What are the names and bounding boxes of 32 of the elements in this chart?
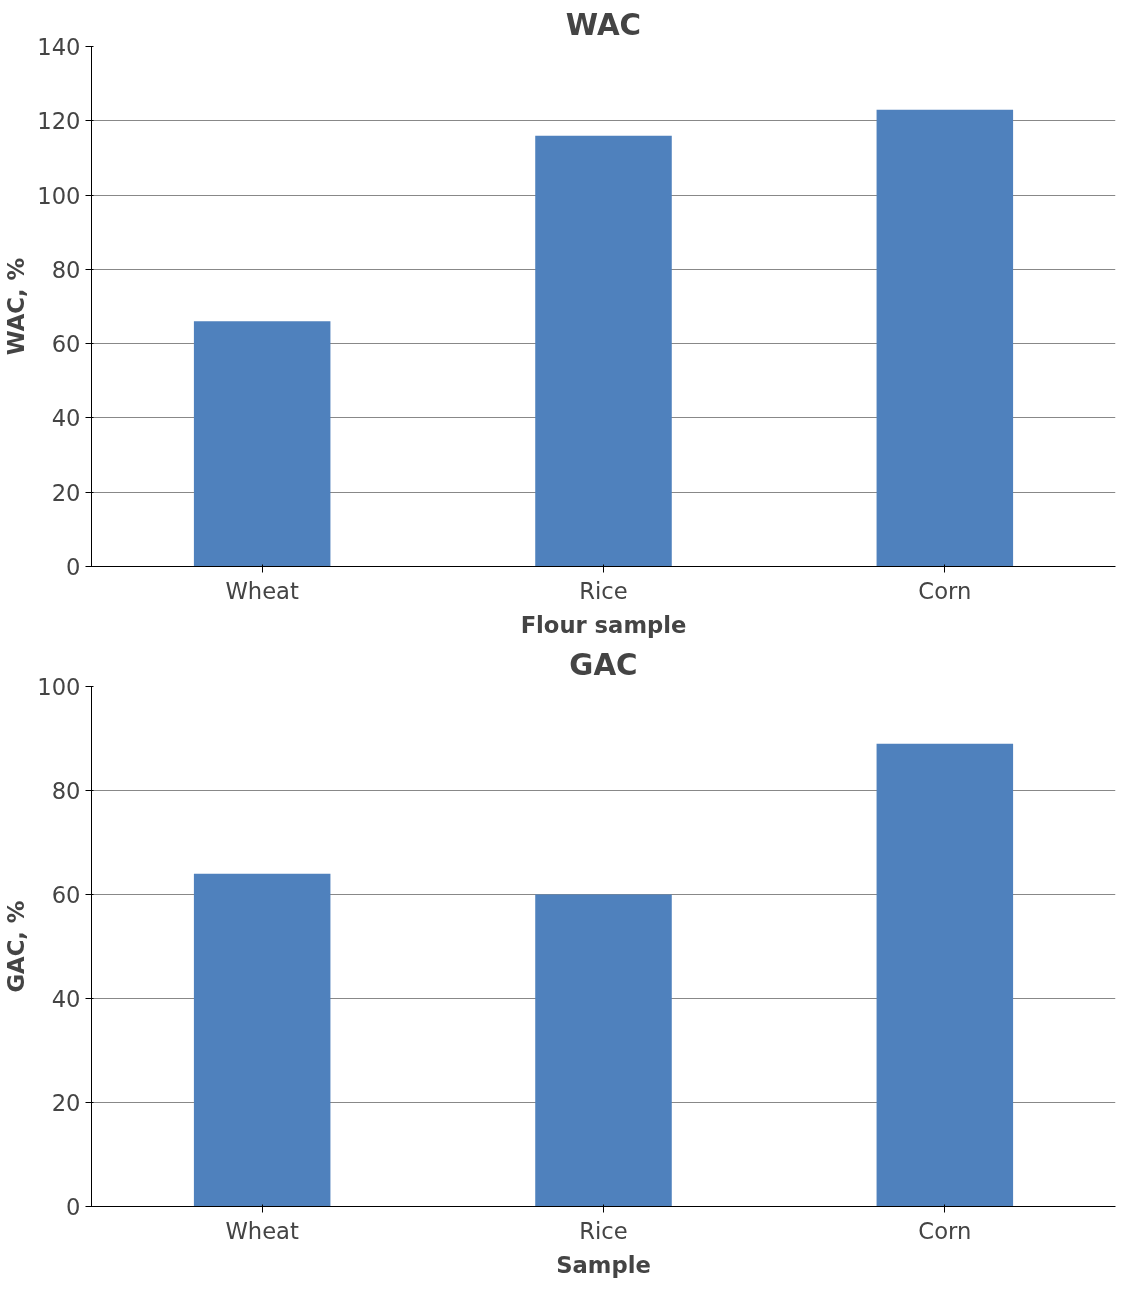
bar [876,109,1014,567]
y-tick-label: 40 [51,405,81,432]
bar [535,894,672,1207]
y-tick-label: 100 [37,182,81,209]
x-tick-label: Corn [918,577,972,604]
y-tick-label: 20 [51,1090,81,1116]
x-tick-label: Corn [918,1217,972,1244]
x-tick-label: Rice [579,1217,628,1244]
y-tick-label: 0 [66,554,81,580]
y-tick-label: 0 [66,1194,81,1220]
y-tick-label: 40 [51,986,81,1012]
bar [193,873,331,1207]
y-tick-label: 100 [37,674,81,700]
y-tick-label: 140 [37,34,81,60]
y-axis-title: WAC, % [3,257,30,356]
bar [193,321,331,567]
x-axis-title: Sample [556,1251,651,1278]
y-tick-label: 60 [51,882,81,908]
bar [876,743,1014,1207]
x-axis-title: Flour sample [520,611,687,638]
chart-title: WAC [565,7,642,42]
y-tick-label: 80 [51,778,81,804]
x-tick-label: Wheat [225,577,300,604]
y-tick-label: 20 [51,479,81,506]
x-tick-label: Rice [579,577,628,604]
y-tick-label: 120 [37,108,81,135]
y-tick-label: 60 [51,331,81,358]
chart-title: GAC [569,647,638,682]
y-axis-title: GAC, % [3,900,30,993]
bar [535,135,672,567]
x-tick-label: Wheat [225,1217,300,1244]
y-tick-label: 80 [51,256,81,283]
